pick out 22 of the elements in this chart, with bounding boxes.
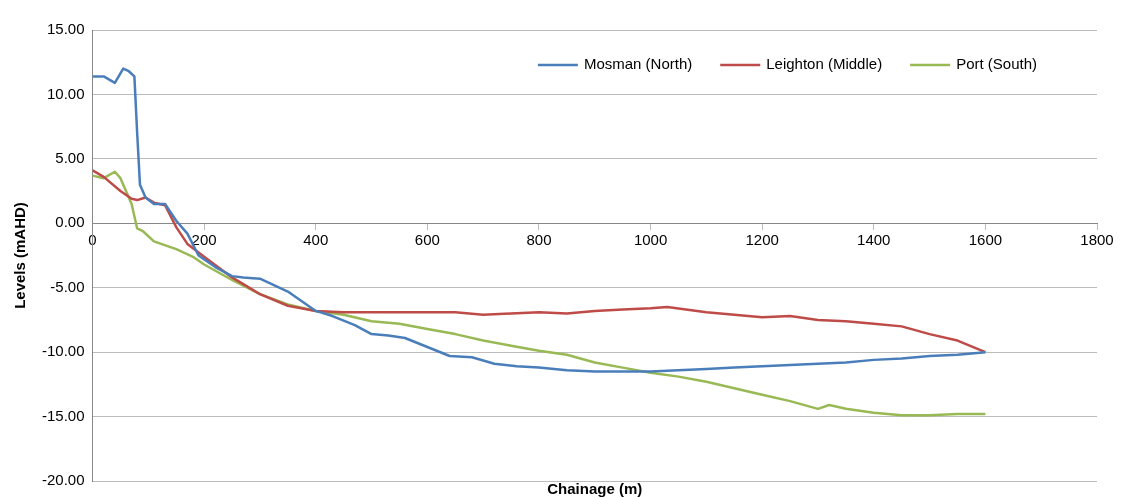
legend-label: Mosman (North) [583, 55, 693, 73]
y-tick-label: 15.00 [46, 20, 85, 38]
x-tick-label: 1000 [633, 231, 668, 249]
legend-label: Port (South) [956, 55, 1038, 73]
x-tick-label: 200 [191, 231, 217, 249]
x-tick-label: 400 [303, 231, 329, 249]
y-tick-label: 0.00 [55, 213, 85, 231]
y-tick-label: 5.00 [55, 149, 85, 166]
x-tick-label: 1800 [1080, 231, 1114, 249]
y-tick-label: -10.00 [41, 342, 85, 360]
y-tick-label: -15.00 [41, 406, 85, 424]
x-tick-label: 600 [414, 231, 440, 249]
x-tick-label: 800 [526, 231, 552, 249]
x-axis-title: Chainage (m) [547, 479, 643, 497]
x-tick-label: 1200 [745, 231, 779, 249]
y-tick-label: 10.00 [46, 84, 85, 102]
x-tick-label: 1600 [968, 231, 1003, 249]
y-axis-title: Levels (mAHD) [11, 202, 29, 309]
legend-label: Leighton (Middle) [766, 55, 883, 73]
y-tick-label: -20.00 [41, 471, 85, 489]
y-tick-label: -5.00 [50, 277, 85, 295]
x-tick-label: 1400 [857, 231, 891, 249]
